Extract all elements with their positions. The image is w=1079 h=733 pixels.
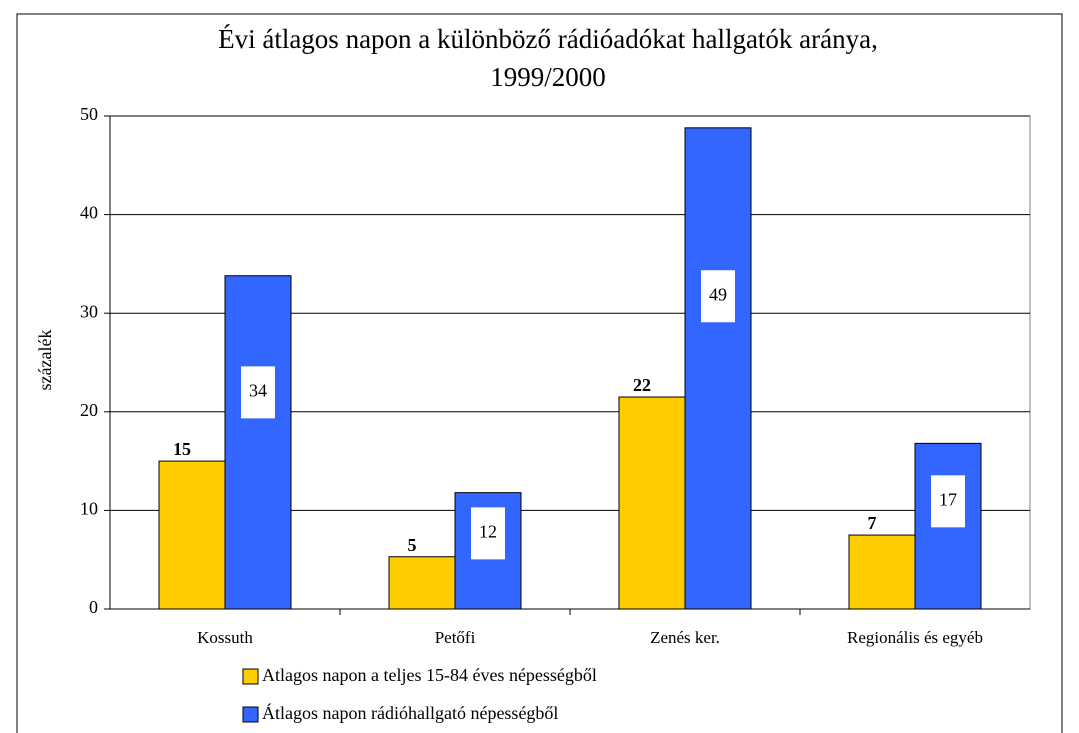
bar xyxy=(388,556,456,610)
data-label-box xyxy=(931,475,965,528)
y-tick-label: 0 xyxy=(89,597,98,617)
legend-swatch xyxy=(242,668,259,685)
data-label: 34 xyxy=(249,381,267,401)
bar xyxy=(158,460,226,610)
y-axis-label: százalék xyxy=(35,330,55,391)
legend-label: Atlagos napon a teljes 15-84 éves népess… xyxy=(262,665,597,685)
bar xyxy=(224,275,292,610)
bar xyxy=(618,396,686,610)
x-tick-label: Kossuth xyxy=(197,628,253,647)
bar xyxy=(684,127,752,610)
y-tick-label: 10 xyxy=(80,499,98,519)
x-tick-label: Regionális és egyéb xyxy=(847,628,983,647)
data-label: 5 xyxy=(408,535,417,555)
data-label-box xyxy=(701,270,735,323)
data-label: 17 xyxy=(939,489,957,509)
y-tick-label: 30 xyxy=(80,301,98,321)
legend-label: Átlagos napon rádióhallgató népességből xyxy=(262,702,558,723)
data-label: 22 xyxy=(633,375,651,395)
chart-title: 1999/2000 xyxy=(490,62,606,92)
bar xyxy=(848,534,916,610)
y-tick-label: 40 xyxy=(80,203,98,223)
x-tick-label: Petőfi xyxy=(435,628,476,647)
data-label: 15 xyxy=(173,439,191,459)
data-label-box xyxy=(471,507,505,560)
data-label: 7 xyxy=(868,513,877,533)
data-label: 12 xyxy=(479,521,497,541)
y-tick-label: 20 xyxy=(80,400,98,420)
legend-swatch xyxy=(242,706,259,723)
y-tick-label: 50 xyxy=(80,104,98,124)
data-label: 49 xyxy=(709,284,727,304)
data-label-box xyxy=(241,366,275,419)
x-tick-label: Zenés ker. xyxy=(650,628,720,647)
chart-title: Évi átlagos napon a különböző rádióadóka… xyxy=(218,24,878,54)
